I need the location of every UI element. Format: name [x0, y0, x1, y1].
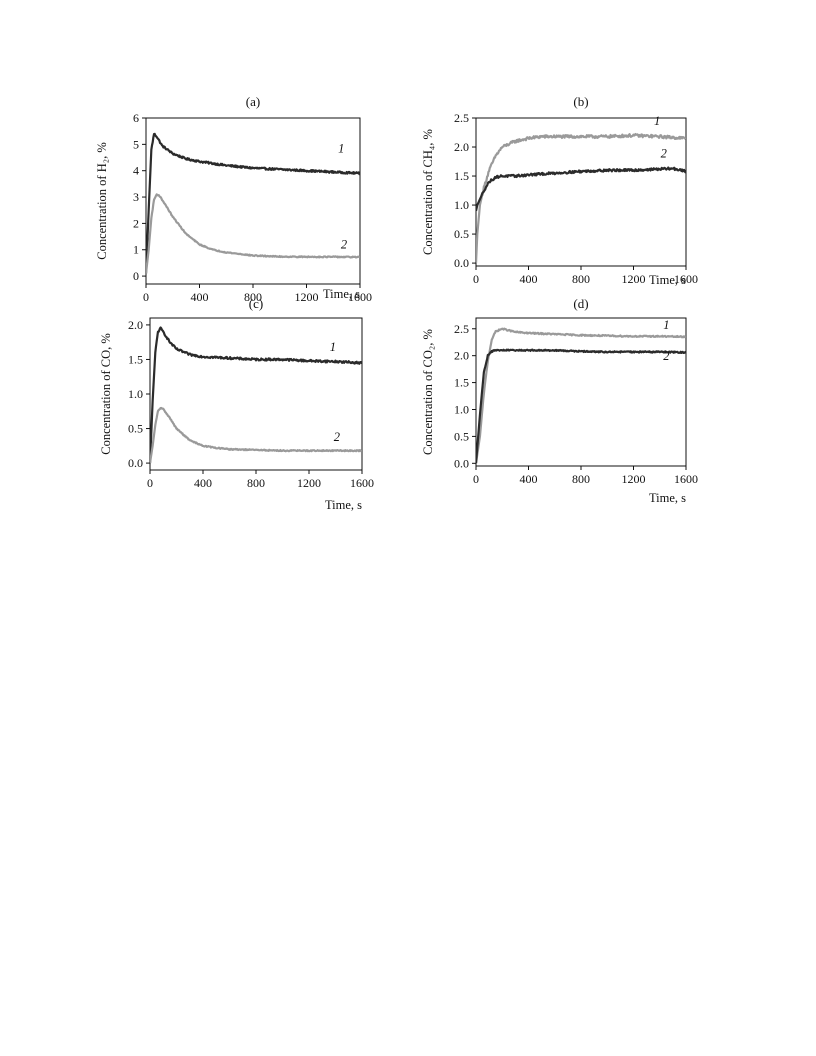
x-tick-label: 1200: [622, 472, 646, 486]
curve-label-2: 2: [334, 430, 340, 444]
series-1-line: [476, 327, 686, 464]
y-tick-label: 2.0: [454, 140, 469, 154]
x-tick-label: 800: [247, 476, 265, 490]
x-tick-label: 1200: [295, 290, 319, 304]
y-tick-label: 6: [133, 111, 139, 125]
curve-label-1: 1: [330, 340, 336, 354]
x-axis-label: Time, s: [325, 498, 362, 512]
x-tick-label: 800: [572, 272, 590, 286]
x-tick-label: 800: [244, 290, 262, 304]
x-tick-label: 1200: [622, 272, 646, 286]
y-tick-label: 2: [133, 216, 139, 230]
y-axis-label: Concentration of CO₂, %: [421, 329, 435, 455]
y-tick-label: 1.0: [454, 198, 469, 212]
x-tick-label: 0: [147, 476, 153, 490]
y-tick-label: 2.0: [128, 318, 143, 332]
panel-title: (b): [573, 94, 588, 109]
x-tick-label: 1600: [674, 272, 698, 286]
panel-title: (a): [246, 94, 260, 109]
y-tick-label: 1.5: [454, 376, 469, 390]
plot-frame: [475, 317, 687, 467]
series-2-line: [476, 348, 686, 464]
x-tick-label: 0: [473, 272, 479, 286]
y-tick-label: 1: [133, 243, 139, 257]
plot-frame: [475, 117, 687, 267]
x-axis-label: Time, s: [649, 491, 686, 505]
y-axis-label: Concentration of CH₄, %: [421, 129, 435, 255]
y-tick-label: 4: [133, 164, 139, 178]
series-1-line: [150, 326, 362, 464]
y-tick-label: 1.0: [454, 402, 469, 416]
series-2-line: [150, 406, 362, 464]
y-tick-label: 1.0: [128, 387, 143, 401]
x-tick-label: 0: [473, 472, 479, 486]
x-axis-label: Time, s: [649, 273, 686, 287]
y-axis-label: Concentration of H₂, %: [95, 142, 109, 260]
y-axis-label: Concentration of CO, %: [99, 333, 113, 455]
curve-label-1: 1: [654, 114, 660, 128]
panel-title: (c): [249, 296, 263, 311]
chart-d: (d) 0 400 800 1200 1600 0.0 0.5 1.0 1.5 2.0 2.5 Time…: [421, 296, 698, 505]
plot-frame: [145, 117, 361, 285]
series-2-line: [146, 193, 360, 274]
x-tick-label: 400: [191, 290, 209, 304]
x-tick-label: 800: [572, 472, 590, 486]
series-1-line: [476, 132, 686, 264]
y-tick-label: 0.5: [454, 227, 469, 241]
y-tick-label: 5: [133, 137, 139, 151]
curve-label-1: 1: [663, 318, 669, 332]
y-tick-label: 0.5: [128, 422, 143, 436]
x-tick-label: 400: [194, 476, 212, 490]
series-2-line: [476, 166, 686, 212]
curve-label-2: 2: [341, 237, 347, 251]
chart-c: (c) 0 400 800 1200 1600 0.0 0.5 1.0 1.5 2.0 Time, s…: [99, 296, 374, 512]
panel-title: (d): [573, 296, 588, 311]
curve-label-1: 1: [338, 141, 344, 155]
y-tick-label: 0.0: [128, 456, 143, 470]
y-tick-label: 1.5: [454, 169, 469, 183]
chart-a: (a) 0 400 800 1200 1600 0 1 2 3 4 5 6 Time, s Concentr…: [95, 94, 372, 304]
y-tick-label: 0.5: [454, 429, 469, 443]
y-tick-label: 0: [133, 269, 139, 283]
x-axis-label: Time, s: [323, 287, 360, 301]
x-tick-label: 1600: [674, 472, 698, 486]
x-tick-label: 1200: [297, 476, 321, 490]
x-tick-label: 1600: [348, 290, 372, 304]
y-tick-label: 2.5: [454, 111, 469, 125]
series-1-line: [146, 132, 360, 274]
y-tick-label: 2.0: [454, 349, 469, 363]
x-tick-label: 1600: [350, 476, 374, 490]
curve-label-2: 2: [663, 349, 669, 363]
y-tick-label: 3: [133, 190, 139, 204]
y-tick-label: 1.5: [128, 352, 143, 366]
chart-b: (b) 0 400 800 1200 1600 0.0 0.5 1.0 1.5 2.0 2.5 Time…: [421, 94, 698, 287]
y-tick-label: 0.0: [454, 256, 469, 270]
y-tick-label: 0.0: [454, 456, 469, 470]
y-tick-label: 2.5: [454, 322, 469, 336]
x-tick-label: 0: [143, 290, 149, 304]
x-tick-label: 400: [520, 472, 538, 486]
curve-label-2: 2: [661, 146, 667, 160]
x-tick-label: 400: [520, 272, 538, 286]
